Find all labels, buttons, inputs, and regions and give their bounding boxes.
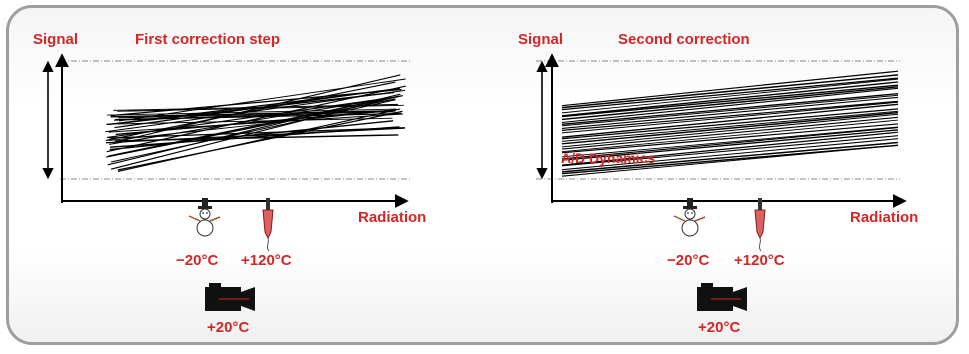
left-hot-temp: +120°C	[241, 252, 292, 269]
signal-line	[561, 96, 899, 129]
signal-line	[114, 134, 399, 142]
right-axis-x-label: Radiation	[850, 209, 918, 226]
signal-line	[561, 108, 899, 140]
signal-line	[561, 116, 899, 150]
signal-line	[561, 70, 899, 107]
signal-line	[113, 103, 399, 111]
signal-line	[561, 74, 899, 109]
signal-line	[561, 135, 899, 167]
right-panel-title: Second correction	[618, 31, 750, 48]
signal-line	[110, 88, 402, 117]
left-cold-temp: −20°C	[176, 252, 218, 269]
diagram-frame	[6, 5, 959, 345]
signal-line	[561, 101, 899, 134]
left-axis-x-label: Radiation	[358, 209, 426, 226]
signal-line	[110, 110, 393, 118]
signal-line	[561, 81, 899, 117]
signal-line	[561, 100, 899, 132]
signal-line	[561, 144, 899, 177]
left-signal-lines	[105, 74, 406, 172]
signal-line	[561, 129, 899, 161]
signal-line	[561, 113, 899, 148]
signal-line	[108, 108, 399, 142]
snowman-icon	[188, 198, 221, 237]
signal-line	[561, 123, 899, 154]
signal-line	[561, 94, 899, 127]
signal-line	[106, 98, 396, 158]
signal-line	[113, 110, 394, 121]
signal-line	[561, 127, 899, 160]
signal-line	[561, 87, 899, 124]
signal-line	[106, 108, 397, 116]
signal-line	[561, 93, 899, 125]
signal-line	[561, 131, 899, 166]
signal-line	[561, 77, 899, 111]
right-axis-y-label: Signal	[518, 31, 563, 48]
dynamics-label: A/D Dynamics	[561, 150, 655, 166]
left-panel: Signal First correction step Radiation −…	[33, 31, 426, 336]
right-signal-lines	[561, 70, 899, 177]
signal-line	[108, 113, 404, 133]
left-panel-title: First correction step	[135, 31, 280, 48]
signal-line	[561, 84, 899, 118]
left-dashed-limits	[60, 60, 412, 180]
right-cold-temp: −20°C	[667, 252, 709, 269]
signal-line	[561, 111, 899, 145]
signal-line	[108, 94, 403, 157]
signal-line	[561, 103, 899, 138]
signal-line	[106, 117, 393, 125]
signal-line	[561, 126, 899, 158]
thermometer-icon	[262, 198, 274, 252]
right-camera-temp: +20°C	[698, 319, 740, 336]
left-axis-y-label: Signal	[33, 31, 78, 48]
signal-line	[561, 138, 899, 171]
signal-line	[117, 104, 404, 112]
signal-line	[561, 110, 899, 142]
signal-line	[561, 86, 899, 121]
right-dashed-limits	[536, 60, 900, 180]
right-panel: Signal Second correction Radiation A/D D…	[518, 31, 918, 336]
left-camera-temp: +20°C	[207, 319, 249, 336]
snowman-icon	[673, 198, 706, 237]
signal-line	[561, 78, 899, 114]
camera-icon	[697, 283, 747, 311]
signal-line	[117, 110, 403, 171]
thermometer-icon	[754, 198, 766, 252]
right-hot-temp: +120°C	[734, 252, 785, 269]
signal-line	[561, 119, 899, 153]
signal-line	[105, 89, 406, 133]
signal-line	[561, 141, 899, 173]
camera-icon	[205, 283, 255, 311]
